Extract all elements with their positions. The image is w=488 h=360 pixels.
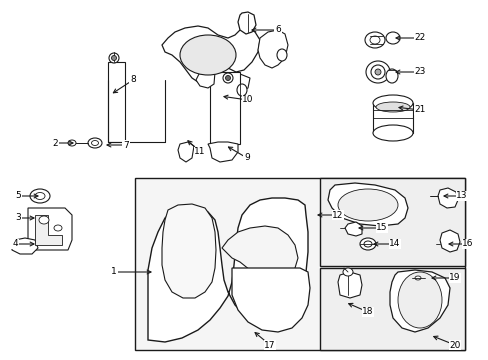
Polygon shape — [439, 230, 459, 252]
Text: 20: 20 — [448, 341, 460, 350]
Text: 8: 8 — [130, 76, 136, 85]
Bar — [319, 268, 464, 350]
Text: 14: 14 — [388, 239, 400, 248]
Text: 4: 4 — [12, 239, 18, 248]
Ellipse shape — [385, 69, 397, 83]
Ellipse shape — [180, 35, 236, 75]
Ellipse shape — [414, 276, 420, 280]
Bar — [319, 178, 464, 266]
Bar — [372, 103, 412, 133]
Polygon shape — [238, 12, 256, 34]
Ellipse shape — [410, 273, 424, 283]
Ellipse shape — [385, 32, 399, 44]
Ellipse shape — [225, 76, 230, 81]
Text: 5: 5 — [15, 192, 21, 201]
Text: 9: 9 — [244, 153, 249, 162]
Polygon shape — [196, 68, 215, 88]
Text: 1: 1 — [111, 267, 117, 276]
Ellipse shape — [363, 241, 371, 247]
Ellipse shape — [88, 138, 102, 148]
Bar — [108, 62, 125, 142]
Text: 11: 11 — [194, 148, 205, 157]
Ellipse shape — [109, 53, 119, 63]
Text: 22: 22 — [413, 33, 425, 42]
Ellipse shape — [369, 36, 379, 44]
Polygon shape — [28, 208, 72, 250]
Ellipse shape — [359, 238, 375, 250]
Polygon shape — [162, 204, 216, 298]
Bar — [135, 178, 464, 350]
Text: 7: 7 — [123, 140, 129, 149]
Polygon shape — [222, 226, 297, 278]
Polygon shape — [389, 270, 449, 332]
Text: 21: 21 — [413, 105, 425, 114]
Polygon shape — [337, 272, 361, 298]
Polygon shape — [148, 198, 307, 342]
Text: 3: 3 — [15, 213, 21, 222]
Ellipse shape — [91, 140, 98, 145]
Polygon shape — [12, 238, 38, 254]
Polygon shape — [437, 188, 457, 208]
Ellipse shape — [370, 65, 384, 79]
Text: 15: 15 — [375, 224, 387, 233]
Ellipse shape — [342, 268, 352, 276]
Polygon shape — [35, 215, 62, 245]
Bar — [209, 72, 240, 144]
Polygon shape — [162, 26, 260, 82]
Ellipse shape — [375, 102, 409, 112]
Ellipse shape — [365, 61, 389, 83]
Polygon shape — [327, 183, 407, 226]
Ellipse shape — [337, 189, 397, 221]
Text: 6: 6 — [275, 26, 280, 35]
Ellipse shape — [39, 216, 49, 224]
Text: 23: 23 — [413, 68, 425, 77]
Text: 17: 17 — [264, 341, 275, 350]
Ellipse shape — [35, 193, 45, 199]
Text: 19: 19 — [448, 274, 460, 283]
Ellipse shape — [111, 55, 116, 60]
Ellipse shape — [372, 95, 412, 111]
Polygon shape — [222, 74, 249, 92]
Ellipse shape — [30, 189, 50, 203]
Polygon shape — [207, 142, 238, 162]
Text: 18: 18 — [362, 307, 373, 316]
Text: 13: 13 — [455, 192, 467, 201]
Text: 10: 10 — [242, 95, 253, 104]
Ellipse shape — [374, 69, 380, 75]
Ellipse shape — [364, 32, 384, 48]
Polygon shape — [258, 30, 287, 68]
Polygon shape — [345, 222, 361, 236]
Polygon shape — [231, 268, 309, 332]
Text: 2: 2 — [52, 139, 58, 148]
Text: 16: 16 — [461, 239, 473, 248]
Ellipse shape — [237, 84, 246, 96]
Ellipse shape — [397, 272, 441, 328]
Text: 12: 12 — [332, 211, 343, 220]
Ellipse shape — [276, 49, 286, 61]
Ellipse shape — [223, 73, 232, 83]
Polygon shape — [178, 142, 194, 162]
Ellipse shape — [68, 140, 76, 146]
Ellipse shape — [372, 125, 412, 141]
Ellipse shape — [54, 225, 62, 231]
